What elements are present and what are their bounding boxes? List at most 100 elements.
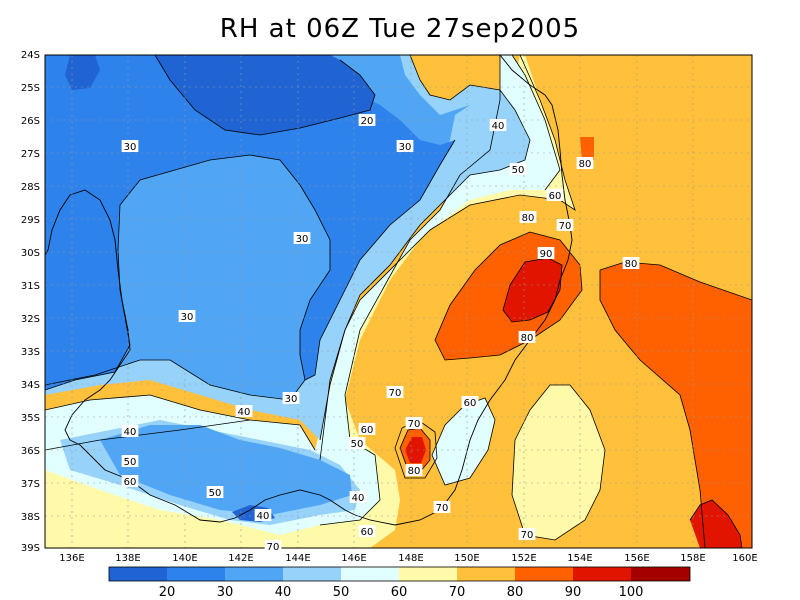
lon-label: 138E — [115, 553, 140, 564]
colorbar-swatch — [283, 567, 341, 581]
contour-label: 30 — [396, 140, 414, 153]
svg-text:60: 60 — [361, 425, 374, 436]
contour-label: 30 — [282, 392, 300, 405]
svg-text:30: 30 — [285, 394, 298, 405]
svg-text:40: 40 — [257, 511, 270, 522]
lat-label: 27S — [21, 149, 40, 160]
colorbar-swatch — [631, 567, 690, 581]
svg-text:70: 70 — [389, 388, 402, 399]
map-frame — [44, 54, 753, 549]
svg-text:80: 80 — [579, 159, 592, 170]
svg-text:50: 50 — [351, 439, 364, 450]
svg-text:90: 90 — [540, 249, 553, 260]
colorbar-label: 50 — [333, 585, 350, 600]
colorbar-swatch — [167, 567, 225, 581]
contour-label: 70 — [405, 417, 423, 430]
contour-label: 80 — [405, 464, 423, 477]
svg-text:80: 80 — [522, 213, 535, 224]
colorbar-label: 40 — [275, 585, 292, 600]
svg-text:70: 70 — [408, 419, 421, 430]
svg-text:80: 80 — [625, 259, 638, 270]
contour-label: 70 — [433, 501, 451, 514]
lon-label: 144E — [285, 553, 310, 564]
lon-label: 142E — [228, 553, 253, 564]
svg-text:50: 50 — [209, 488, 222, 499]
svg-text:70: 70 — [436, 503, 449, 514]
svg-text:40: 40 — [492, 121, 505, 132]
contour-line — [434, 231, 583, 361]
longitude-axis: 136E 138E 140E 142E 144E 146E 148E 150E … — [59, 553, 757, 564]
contour-line — [319, 55, 576, 461]
lat-label: 32S — [21, 314, 40, 325]
lat-label: 37S — [21, 479, 40, 490]
colorbar-label: 60 — [391, 585, 408, 600]
contour-label: 50 — [206, 486, 224, 499]
svg-text:70: 70 — [559, 221, 572, 232]
colorbar-legend: 20 30 40 50 60 70 80 90 100 — [108, 566, 691, 600]
lon-label: 146E — [341, 553, 366, 564]
lon-label: 152E — [511, 553, 536, 564]
contour-label: 80 — [519, 211, 537, 224]
lat-label: 26S — [21, 116, 40, 127]
coastline — [45, 55, 573, 526]
contour-label: 50 — [121, 455, 139, 468]
contour-label: 70 — [518, 528, 536, 541]
contour-line — [45, 139, 456, 391]
colorbar-swatch — [225, 567, 283, 581]
lon-label: 154E — [567, 553, 592, 564]
lat-label: 34S — [21, 380, 40, 391]
contour-label: 50 — [348, 437, 366, 450]
lon-label: 148E — [398, 553, 423, 564]
svg-text:80: 80 — [408, 466, 421, 477]
contour-label: 70 — [264, 540, 282, 553]
svg-text:60: 60 — [464, 398, 477, 409]
contour-label: 60 — [358, 423, 376, 436]
rh-10-20-region — [155, 55, 375, 135]
contour-line — [319, 55, 501, 526]
lat-label: 31S — [21, 281, 40, 292]
contour-label: 30 — [178, 310, 196, 323]
colorbar-swatch — [399, 567, 457, 581]
contour-label: 30 — [121, 140, 139, 153]
contour-label: 60 — [121, 475, 139, 488]
svg-text:40: 40 — [124, 427, 137, 438]
contour-label: 30 — [293, 232, 311, 245]
svg-text:60: 60 — [124, 477, 137, 488]
colorbar-label: 30 — [217, 585, 234, 600]
svg-text:70: 70 — [521, 530, 534, 541]
lat-label: 30S — [21, 248, 40, 259]
colorbar-swatch — [573, 567, 631, 581]
contour-labels: 20 30 30 30 30 30 40 40 40 40 40 50 50 5… — [121, 114, 640, 553]
lon-label: 156E — [624, 553, 649, 564]
colorbar-label: 100 — [619, 585, 644, 600]
contour-label: 40 — [349, 491, 367, 504]
rh-20-30-region — [45, 55, 455, 390]
lat-label: 38S — [21, 512, 40, 523]
svg-text:40: 40 — [352, 493, 365, 504]
contour-label: 40 — [489, 119, 507, 132]
svg-text:50: 50 — [124, 457, 137, 468]
rh-50-60-region — [45, 55, 560, 535]
lat-label: 39S — [21, 543, 40, 554]
svg-text:40: 40 — [238, 407, 251, 418]
lat-label: 25S — [21, 83, 40, 94]
contour-label: 50 — [509, 163, 527, 176]
contour-line — [45, 394, 316, 451]
colorbar-label: 20 — [159, 585, 176, 600]
lat-label: 36S — [21, 446, 40, 457]
contour-label: 80 — [622, 257, 640, 270]
contour-line — [394, 419, 438, 479]
colorbar-swatch — [109, 567, 167, 581]
rh-90-100-island-region — [405, 437, 426, 463]
contour-label: 70 — [386, 386, 404, 399]
svg-text:30: 30 — [399, 142, 412, 153]
lat-label: 28S — [21, 182, 40, 193]
contour-label: 60 — [546, 189, 564, 202]
contour-line — [599, 270, 706, 548]
svg-text:50: 50 — [512, 165, 525, 176]
svg-text:60: 60 — [549, 191, 562, 202]
contour-label: 40 — [254, 509, 272, 522]
contour-line — [154, 55, 376, 136]
colorbar-label: 90 — [565, 585, 582, 600]
